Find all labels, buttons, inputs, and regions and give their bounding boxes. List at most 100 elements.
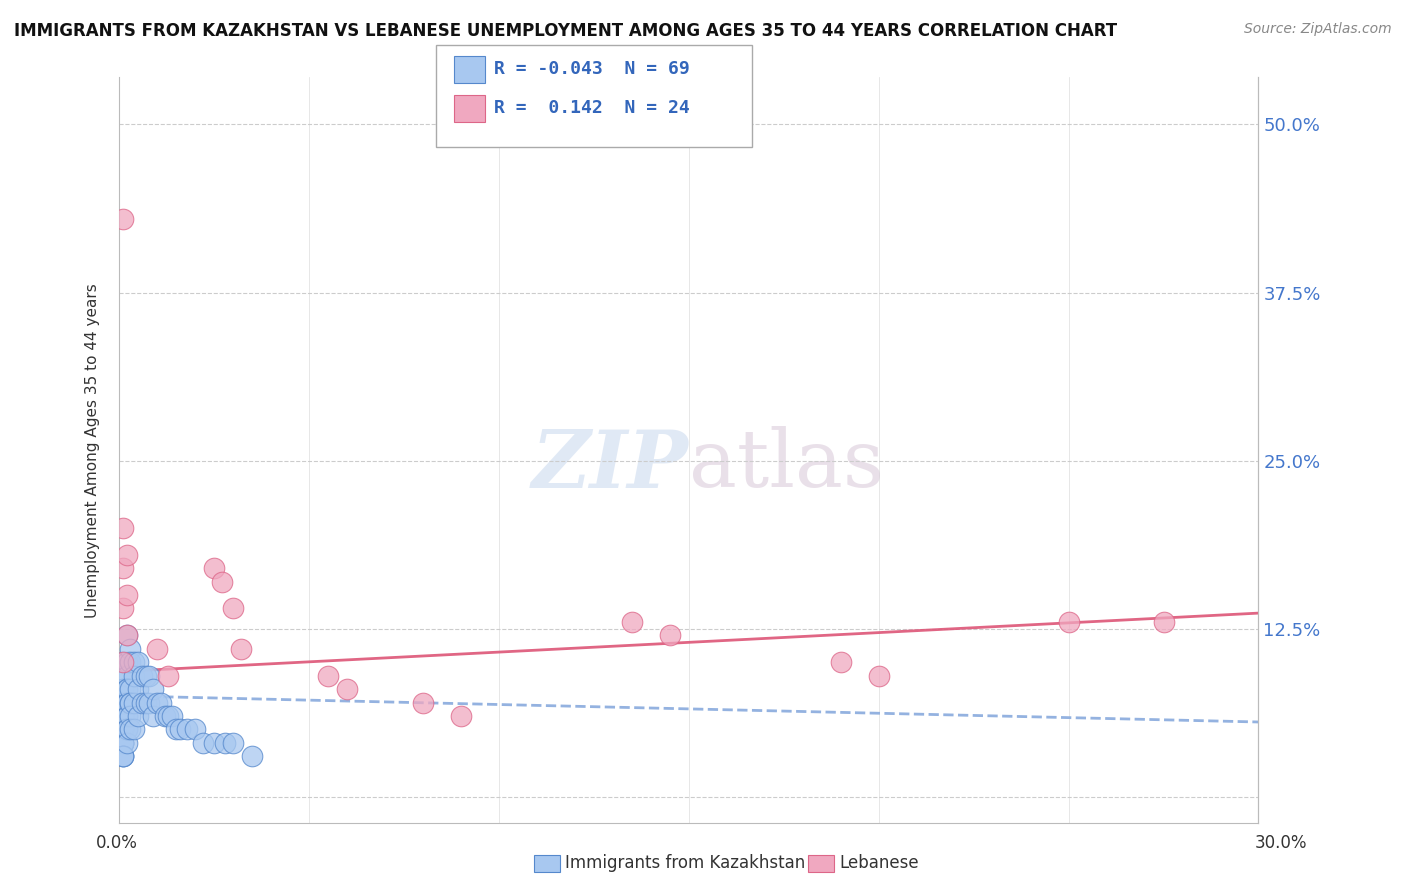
Point [211, 574, 233, 589]
Point [120, 681, 142, 696]
Text: R =  0.142  N = 24: R = 0.142 N = 24 [494, 99, 689, 117]
Point [122, 723, 145, 737]
Point [658, 628, 681, 642]
Point [868, 668, 890, 682]
Point [115, 723, 138, 737]
Point [222, 601, 245, 615]
Point [115, 736, 138, 750]
Point [115, 681, 138, 696]
Point [111, 696, 134, 710]
Point [120, 696, 142, 710]
Point [115, 709, 138, 723]
Point [111, 709, 134, 723]
Point [111, 736, 134, 750]
Point [111, 709, 134, 723]
Point [214, 736, 236, 750]
Point [120, 655, 142, 669]
Point [146, 641, 169, 656]
Point [111, 655, 134, 669]
Text: 30.0%: 30.0% [1256, 834, 1308, 852]
Point [191, 736, 214, 750]
Point [135, 696, 157, 710]
Point [115, 696, 138, 710]
Point [149, 696, 172, 710]
Point [111, 723, 134, 737]
Text: atlas: atlas [689, 426, 884, 504]
Point [115, 548, 138, 562]
Point [111, 736, 134, 750]
Point [620, 615, 643, 629]
Point [111, 521, 134, 535]
Point [336, 681, 359, 696]
Point [160, 709, 183, 723]
Point [111, 723, 134, 737]
Point [830, 655, 852, 669]
Point [111, 601, 134, 615]
Point [111, 709, 134, 723]
Point [450, 709, 472, 723]
Point [115, 696, 138, 710]
Text: Source: ZipAtlas.com: Source: ZipAtlas.com [1244, 22, 1392, 37]
Point [240, 749, 263, 764]
Point [115, 709, 138, 723]
Point [115, 681, 138, 696]
Point [111, 749, 134, 764]
Point [111, 681, 134, 696]
Text: Immigrants from Kazakhstan: Immigrants from Kazakhstan [565, 855, 806, 872]
Point [111, 749, 134, 764]
Text: IMMIGRANTS FROM KAZAKHSTAN VS LEBANESE UNEMPLOYMENT AMONG AGES 35 TO 44 YEARS CO: IMMIGRANTS FROM KAZAKHSTAN VS LEBANESE U… [14, 22, 1118, 40]
Point [165, 723, 187, 737]
Point [131, 696, 153, 710]
Point [120, 641, 142, 656]
Point [111, 211, 134, 226]
Point [127, 655, 149, 669]
Point [135, 668, 157, 682]
Point [115, 588, 138, 602]
Point [142, 681, 165, 696]
Point [122, 696, 145, 710]
Point [157, 709, 180, 723]
Point [229, 641, 252, 656]
Point [131, 668, 153, 682]
Point [138, 696, 160, 710]
Point [202, 736, 225, 750]
Point [138, 668, 160, 682]
Y-axis label: Unemployment Among Ages 35 to 44 years: Unemployment Among Ages 35 to 44 years [86, 283, 100, 618]
Point [111, 561, 134, 575]
Point [120, 723, 142, 737]
Point [169, 723, 191, 737]
Point [222, 736, 245, 750]
Point [202, 561, 225, 575]
Point [142, 709, 165, 723]
Point [127, 709, 149, 723]
Point [1057, 615, 1080, 629]
Point [176, 723, 198, 737]
Point [111, 749, 134, 764]
Text: Lebanese: Lebanese [839, 855, 920, 872]
Point [122, 655, 145, 669]
Point [184, 723, 207, 737]
Point [153, 709, 176, 723]
Point [111, 723, 134, 737]
Point [120, 696, 142, 710]
Point [115, 628, 138, 642]
Point [146, 696, 169, 710]
Text: 0.0%: 0.0% [96, 834, 138, 852]
Point [111, 723, 134, 737]
Text: ZIP: ZIP [531, 426, 689, 504]
Point [316, 668, 339, 682]
Point [111, 736, 134, 750]
Point [111, 696, 134, 710]
Point [122, 668, 145, 682]
Point [120, 709, 142, 723]
Point [412, 696, 434, 710]
Point [111, 681, 134, 696]
Point [111, 736, 134, 750]
Point [111, 655, 134, 669]
Point [115, 723, 138, 737]
Point [111, 668, 134, 682]
Text: R = -0.043  N = 69: R = -0.043 N = 69 [494, 60, 689, 78]
Point [115, 668, 138, 682]
Point [115, 628, 138, 642]
Point [1153, 615, 1175, 629]
